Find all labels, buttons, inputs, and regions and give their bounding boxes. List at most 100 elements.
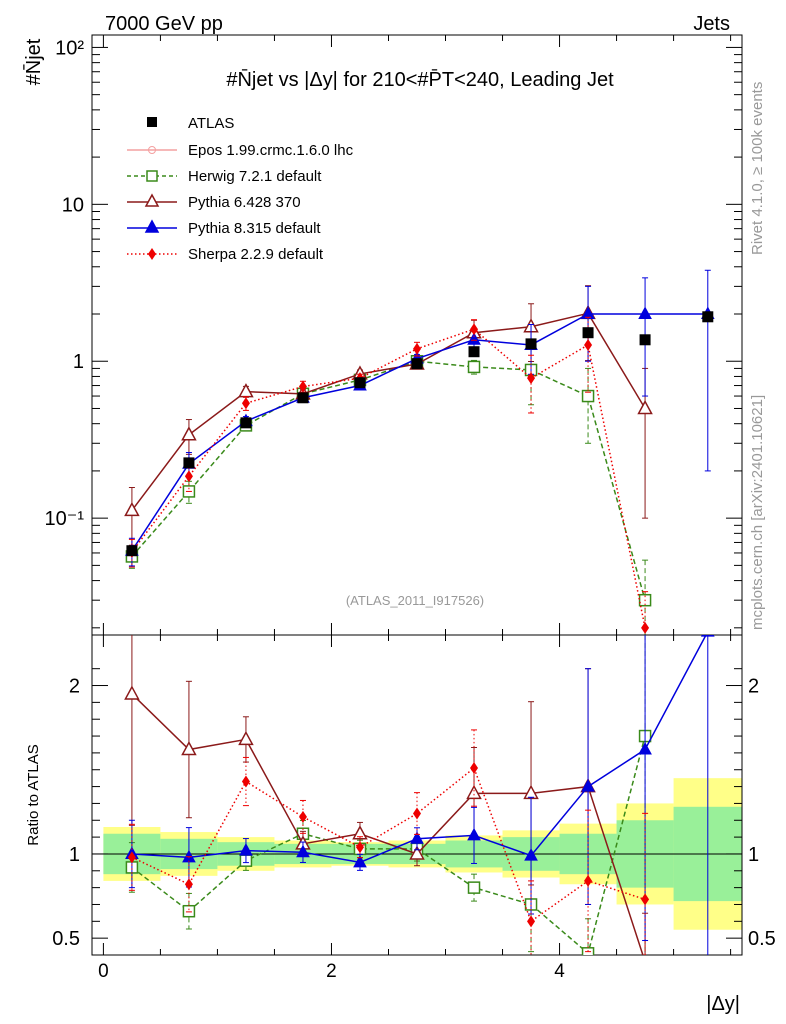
ratio-line-herwig1 [131, 735, 646, 955]
data-point-atlas [582, 327, 594, 339]
series-point-pythia2 [238, 383, 254, 398]
series-point-pythia2 [637, 399, 653, 415]
ratio-point-sherpa4 [127, 851, 136, 864]
series-line-sherpa4 [131, 328, 646, 628]
ratio-tick-label-right: 0.5 [748, 928, 776, 950]
ratio-point-sherpa4 [298, 810, 307, 823]
legend-marker-epos [148, 146, 156, 154]
header-left: 7000 GeV pp [105, 13, 223, 35]
ratio-tick-label-right: 1 [748, 844, 759, 866]
ratio-point-sherpa4 [355, 841, 364, 854]
ratio-point-pythia2 [409, 845, 425, 860]
series-point-sherpa4 [641, 621, 650, 634]
series-point-pythia2 [181, 426, 197, 441]
data-point-atlas [639, 334, 651, 346]
ratio-axis-label: Ratio to ATLAS [25, 744, 42, 845]
series-point-sherpa4 [298, 380, 307, 393]
series-point-sherpa4 [184, 470, 193, 483]
data-point-atlas [183, 457, 195, 469]
legend-entry-herwig: Herwig 7.2.1 default [127, 168, 322, 185]
series-point-pythia2 [124, 501, 140, 517]
ratio-point-pythia2 [124, 685, 140, 700]
legend-label-epos: Epos 1.99.crmc.1.6.0 lhc [188, 142, 354, 159]
data-point-atlas [354, 377, 366, 389]
x-tick-label: 0 [98, 961, 109, 982]
ratio-point-pythia3 [700, 635, 715, 637]
y-axis-label: #N̄jet [22, 38, 45, 85]
series-point-sherpa4 [527, 372, 536, 385]
series-point-sherpa4 [584, 338, 593, 351]
legend-marker-pythia8 [144, 219, 160, 233]
data-point-atlas [411, 358, 423, 370]
header-right: Jets [693, 13, 730, 35]
ratio-point-sherpa4 [584, 874, 593, 887]
legend-label-data: ATLAS [188, 115, 234, 132]
ratio-point-pythia2 [644, 953, 647, 955]
y-tick-label: 10⁻¹ [45, 508, 85, 530]
analysis-watermark: (ATLAS_2011_I917526) [346, 593, 484, 608]
ratio-point-pythia3 [581, 779, 595, 792]
ratio-point-pythia2 [466, 784, 482, 800]
x-tick-label: 4 [554, 961, 565, 982]
ratio-point-sherpa4 [641, 893, 650, 906]
y-tick-label: 1 [73, 351, 84, 373]
x-tick-label: 2 [326, 961, 337, 982]
ratio-point-pythia3 [353, 854, 367, 868]
ratio-point-pythia3 [524, 848, 538, 861]
ratio-point-pythia3 [467, 827, 481, 841]
ratio-point-sherpa4 [184, 878, 193, 891]
mcplots-label: mcplots.cern.ch [arXiv:2401.10621] [749, 395, 766, 630]
legend-marker-data [147, 117, 157, 127]
ratio-tick-label: 2 [69, 676, 80, 698]
series-line-herwig1 [131, 360, 646, 601]
series-point-sherpa4 [413, 342, 421, 355]
data-point-atlas [297, 392, 309, 404]
legend-marker-pythia6 [144, 193, 160, 207]
data-point-atlas [702, 311, 714, 323]
data-point-atlas [468, 346, 480, 358]
series-point-sherpa4 [241, 397, 250, 410]
rivet-label: Rivet 4.1.0, ≥ 100k events [749, 82, 766, 255]
chart-title-text: #N̄jet vs |Δy| for 210<#P̄T<240, Leading… [226, 68, 614, 91]
series-point-herwig1 [467, 360, 481, 374]
ratio-point-sherpa4 [527, 915, 536, 928]
ratio-point-pythia3 [296, 844, 310, 858]
ratio-frame [91, 634, 743, 956]
ratio-tick-label: 0.5 [52, 928, 80, 950]
legend-entry-pythia6: Pythia 6.428 370 [127, 193, 301, 211]
data-point-atlas [126, 545, 138, 557]
legend-marker-sherpa [148, 248, 156, 260]
ratio-line-sherpa4 [131, 766, 646, 923]
ratio-point-pythia2 [238, 730, 254, 746]
legend-entry-epos: Epos 1.99.crmc.1.6.0 lhc [127, 142, 354, 159]
main-panel: 10⁻¹ 1 10 10² [45, 34, 743, 636]
ratio-point-pythia2 [181, 740, 197, 756]
main-series-layer [124, 269, 715, 635]
y-tick-label: 10² [55, 37, 84, 59]
legend-entry-sherpa: Sherpa 2.2.9 default [127, 246, 324, 263]
legend: ATLAS Epos 1.99.crmc.1.6.0 lhc Herwig 7.… [127, 115, 354, 263]
series-point-sherpa4 [470, 323, 479, 336]
chart-title: #N̄jet vs |Δy| for 210<#P̄T<240, Leading… [226, 68, 614, 91]
ratio-point-herwig1 [467, 881, 481, 894]
ratio-point-herwig1 [581, 947, 595, 955]
legend-entry-data: ATLAS [147, 115, 234, 132]
ratio-point-pythia2 [352, 825, 368, 840]
legend-label-sherpa: Sherpa 2.2.9 default [188, 246, 324, 263]
y-tick-label: 10 [62, 194, 84, 216]
ratio-panel: 0 2 4 0.5 0.5 1 1 2 2 [52, 634, 776, 982]
legend-entry-pythia8: Pythia 8.315 default [127, 219, 321, 237]
series-point-pythia3 [467, 332, 481, 345]
ratio-point-sherpa4 [470, 762, 479, 775]
series-point-pythia3 [638, 306, 652, 320]
ratio-point-pythia3 [410, 831, 424, 844]
legend-label-pythia8: Pythia 8.315 default [188, 220, 321, 237]
legend-label-pythia6: Pythia 6.428 370 [188, 194, 301, 211]
ratio-point-sherpa4 [413, 807, 421, 820]
ratio-tick-label: 1 [69, 844, 80, 866]
series-line-pythia2 [131, 312, 646, 511]
data-point-atlas [525, 338, 537, 350]
ratio-tick-label-right: 2 [748, 676, 759, 698]
x-axis-label: |Δy| [706, 993, 740, 1015]
